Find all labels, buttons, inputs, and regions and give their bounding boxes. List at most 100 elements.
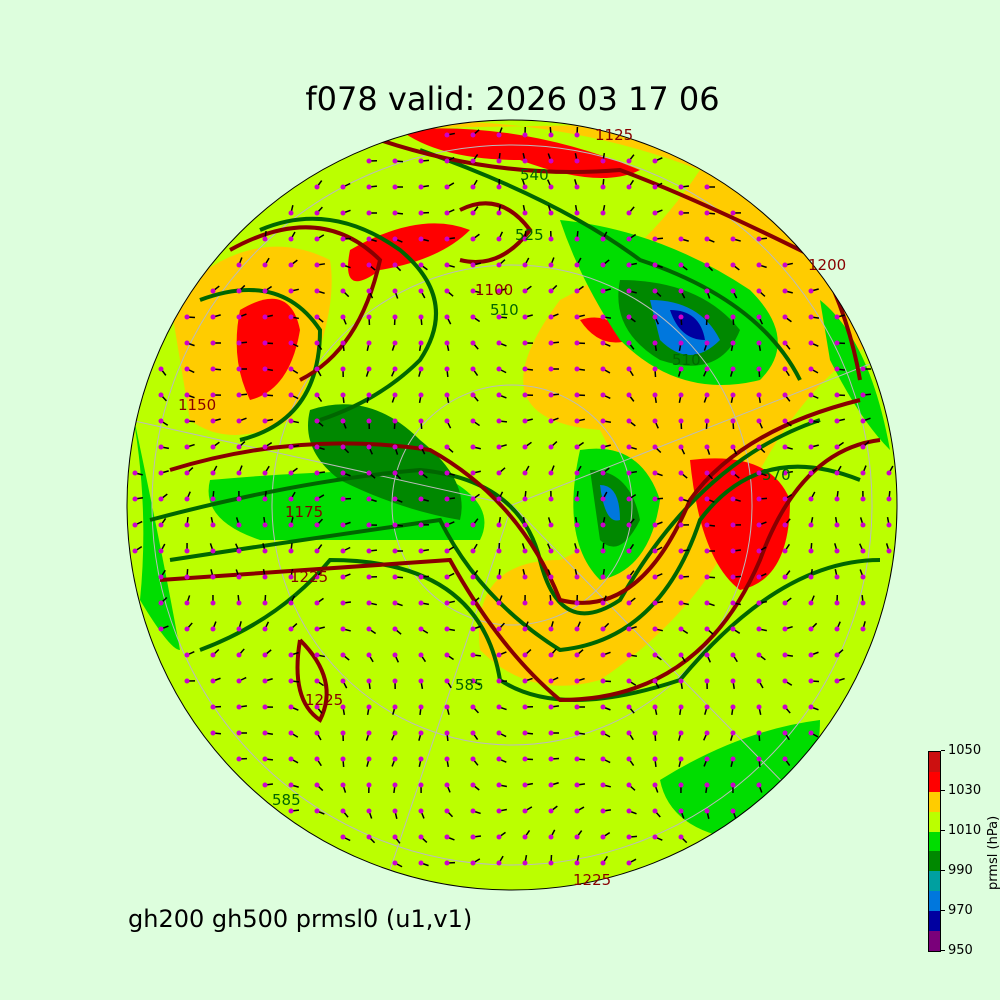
wind-dot xyxy=(184,678,190,684)
wind-dot xyxy=(522,600,528,606)
wind-dot xyxy=(496,314,502,320)
wind-dot xyxy=(626,314,632,320)
wind-dot xyxy=(600,600,606,606)
wind-dot xyxy=(496,210,502,216)
wind-dot xyxy=(444,470,450,476)
wind-dot xyxy=(470,496,476,502)
wind-dot xyxy=(418,262,424,268)
wind-dot xyxy=(860,548,866,554)
wind-dot xyxy=(288,366,294,372)
wind-dot xyxy=(808,288,814,294)
wind-dot xyxy=(392,288,398,294)
wind-dot xyxy=(366,522,372,528)
wind-dot xyxy=(600,184,606,190)
wind-dot xyxy=(392,704,398,710)
wind-dot xyxy=(730,522,736,528)
wind-dot xyxy=(704,444,710,450)
wind-dot xyxy=(548,574,554,580)
wind-dot xyxy=(470,626,476,632)
wind-dot xyxy=(496,184,502,190)
wind-dot xyxy=(730,392,736,398)
wind-dot xyxy=(652,834,658,840)
wind-dot xyxy=(730,600,736,606)
wind-dot xyxy=(470,548,476,554)
wind-dot xyxy=(314,470,320,476)
wind-dot xyxy=(470,210,476,216)
wind-dot xyxy=(392,158,398,164)
wind-dot xyxy=(782,652,788,658)
wind-dot xyxy=(834,678,840,684)
wind-dot xyxy=(626,236,632,242)
wind-dot xyxy=(184,600,190,606)
wind-dot xyxy=(574,626,580,632)
wind-dot xyxy=(860,366,866,372)
wind-dot xyxy=(678,496,684,502)
wind-dot xyxy=(470,392,476,398)
wind-dot xyxy=(340,626,346,632)
wind-dot xyxy=(288,314,294,320)
wind-dot xyxy=(366,548,372,554)
wind-dot xyxy=(496,756,502,762)
colorbar-segment xyxy=(929,751,940,772)
wind-dot xyxy=(236,730,242,736)
wind-dot xyxy=(860,418,866,424)
wind-dot xyxy=(782,262,788,268)
wind-dot xyxy=(184,548,190,554)
wind-dot xyxy=(652,808,658,814)
wind-dot xyxy=(574,236,580,242)
wind-dot xyxy=(652,574,658,580)
wind-dot xyxy=(522,418,528,424)
wind-dot xyxy=(522,834,528,840)
wind-dot xyxy=(626,756,632,762)
wind-dot xyxy=(132,522,138,528)
wind-dot xyxy=(704,288,710,294)
wind-dot xyxy=(548,834,554,840)
wind-dot xyxy=(158,600,164,606)
wind-dot xyxy=(262,444,268,450)
wind-dot xyxy=(574,262,580,268)
wind-dot xyxy=(314,366,320,372)
wind-dot xyxy=(470,834,476,840)
wind-dot xyxy=(574,158,580,164)
gh200-label: 1125 xyxy=(595,126,633,144)
wind-dot xyxy=(236,600,242,606)
wind-dot xyxy=(834,470,840,476)
wind-dot xyxy=(574,834,580,840)
wind-dot xyxy=(782,522,788,528)
wind-dot xyxy=(444,730,450,736)
gh500-label: 570 xyxy=(762,466,791,484)
wind-dot xyxy=(236,262,242,268)
wind-dot xyxy=(210,314,216,320)
wind-dot xyxy=(262,288,268,294)
wind-dot xyxy=(730,418,736,424)
wind-dot xyxy=(860,470,866,476)
wind-dot xyxy=(392,392,398,398)
wind-dot xyxy=(678,756,684,762)
wind-dot xyxy=(470,860,476,866)
wind-dot xyxy=(574,860,580,866)
wind-dot xyxy=(158,626,164,632)
wind-dot xyxy=(496,132,502,138)
wind-dot xyxy=(366,262,372,268)
colorbar-segment xyxy=(929,911,940,932)
wind-dot xyxy=(600,678,606,684)
wind-dot xyxy=(834,496,840,502)
wind-dot xyxy=(730,678,736,684)
wind-dot xyxy=(626,340,632,346)
wind-dot xyxy=(288,236,294,242)
wind-dot xyxy=(340,678,346,684)
wind-dot xyxy=(756,678,762,684)
wind-dot xyxy=(340,288,346,294)
wind-dot xyxy=(808,366,814,372)
wind-dot xyxy=(366,730,372,736)
wind-dot xyxy=(418,418,424,424)
wind-dot xyxy=(522,470,528,476)
wind-dot xyxy=(288,340,294,346)
wind-dot xyxy=(678,262,684,268)
wind-dot xyxy=(808,392,814,398)
wind-dot xyxy=(444,704,450,710)
wind-dot xyxy=(678,392,684,398)
wind-dot xyxy=(678,366,684,372)
wind-dot xyxy=(236,340,242,346)
wind-dot xyxy=(704,600,710,606)
